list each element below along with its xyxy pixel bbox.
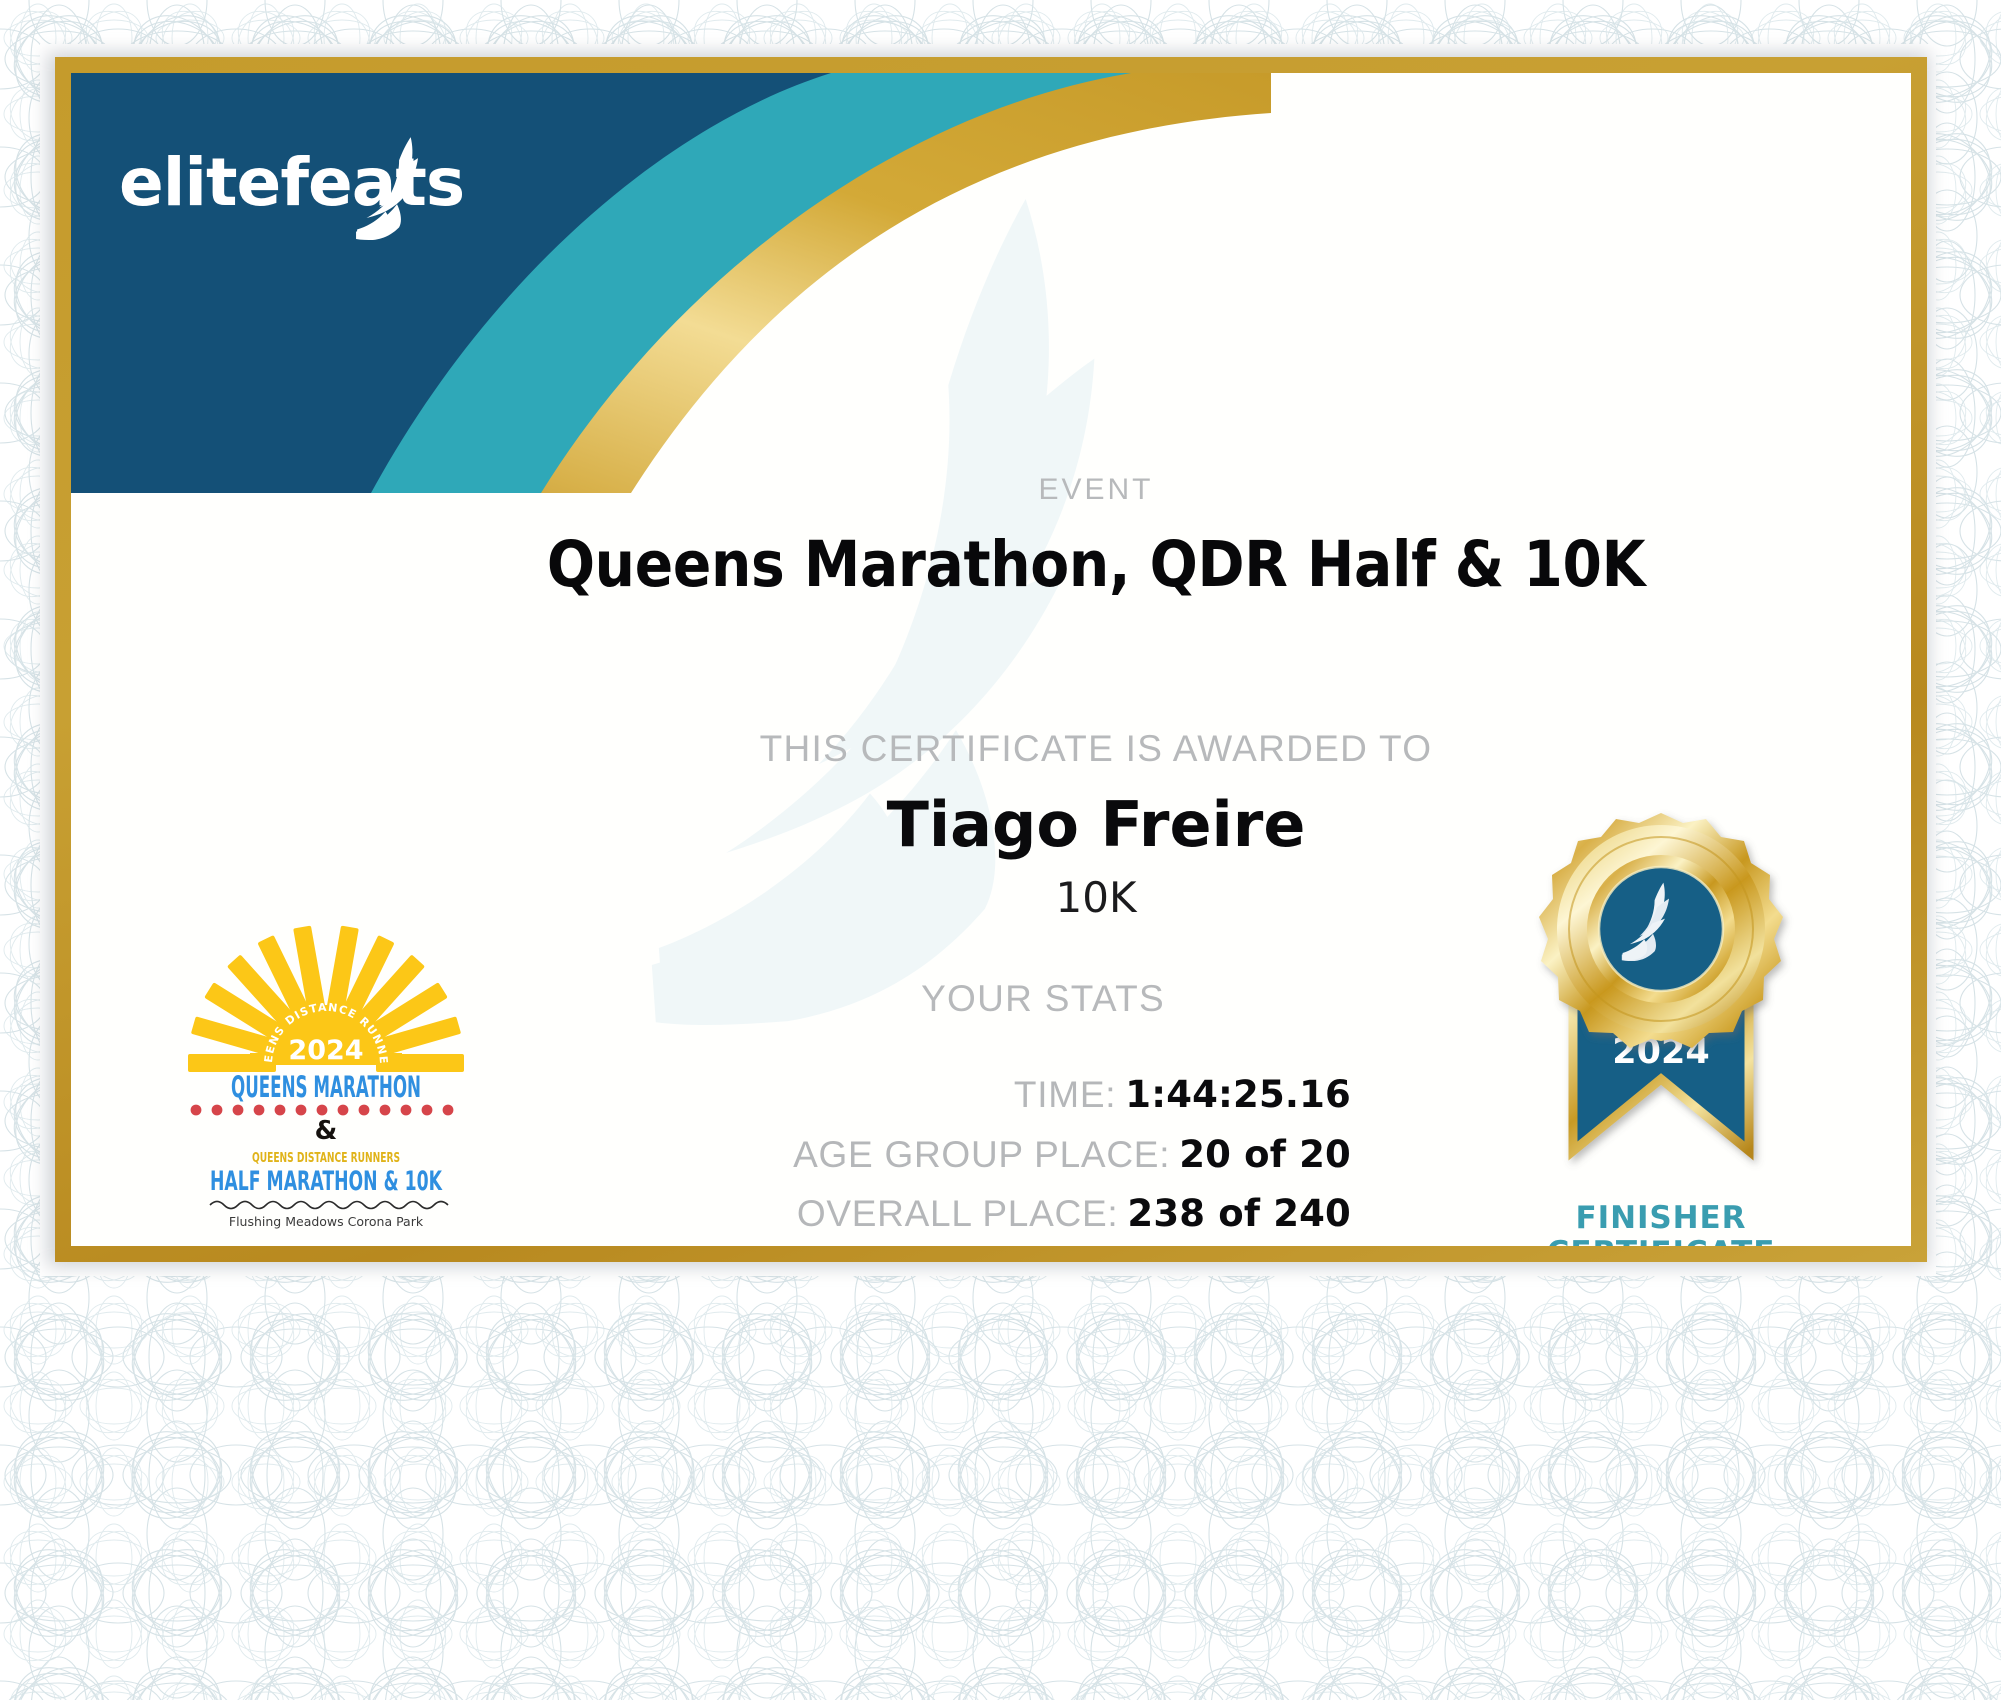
sunburst-icon: QUEENS DISTANCE RUNNERS 2024 <box>176 913 464 1072</box>
recipient-name: Tiago Freire <box>886 788 1306 861</box>
logo-year: 2024 <box>288 1035 363 1066</box>
queens-marathon-logo: QUEENS DISTANCE RUNNERS 2024 QUEENS MARA… <box>176 913 464 1229</box>
stat-row-overall-place: OVERALL PLACE: 238 of 240 <box>71 1192 1351 1236</box>
winged-foot-icon <box>1621 882 1669 961</box>
logo-ampersand: & <box>315 1116 338 1146</box>
medal-graphic: 2024 <box>1539 813 1783 1161</box>
race-distance: 10K <box>1055 873 1137 922</box>
logo-line-half-10k: HALF MARATHON & 10K <box>210 1166 443 1197</box>
stat-value: 20 of 20 <box>1179 1132 1351 1176</box>
finisher-medal: 2024 <box>1511 801 1811 1246</box>
certificate-frame: elitefeats <box>55 57 1927 1262</box>
event-title: Queens Marathon, QDR Half & 10K <box>546 528 1646 601</box>
logo-line-queens-marathon: QUEENS MARATHON <box>231 1070 421 1104</box>
stat-key: OVERALL PLACE: <box>796 1193 1119 1235</box>
logo-wave-divider <box>209 1200 449 1210</box>
stat-row-age-group-place: AGE GROUP PLACE: 20 of 20 <box>71 1133 1351 1177</box>
stat-value: 238 of 240 <box>1127 1192 1351 1236</box>
stat-row-time: TIME: 1:44:25.16 <box>71 1073 1351 1117</box>
event-label: EVENT <box>1038 473 1154 506</box>
medal-caption: FINISHER CERTIFICATE <box>1511 1200 1811 1246</box>
medal-caption-line1: FINISHER <box>1575 1200 1747 1236</box>
logo-line-qdr: QUEENS DISTANCE RUNNERS <box>252 1151 400 1166</box>
logo-venue: Flushing Meadows Corona Park <box>229 1214 424 1229</box>
medal-rosette <box>1539 813 1783 1048</box>
stat-value: 1:44:25.16 <box>1125 1073 1351 1116</box>
stats-list: TIME: 1:44:25.16 AGE GROUP PLACE: 20 of 20… <box>71 1073 1351 1246</box>
awarded-to-label: THIS CERTIFICATE IS AWARDED TO <box>759 728 1433 769</box>
your-stats-label: YOUR STATS <box>921 978 1165 1019</box>
medal-caption-line2: CERTIFICATE <box>1511 1235 1811 1246</box>
stat-key: TIME: <box>1013 1074 1117 1115</box>
logo-dot-row <box>190 1104 454 1116</box>
stat-key: AGE GROUP PLACE: <box>793 1133 1171 1175</box>
certificate-content: EVENT Queens Marathon, QDR Half & 10K TH… <box>71 73 1911 1246</box>
certificate-body: elitefeats <box>71 73 1911 1246</box>
